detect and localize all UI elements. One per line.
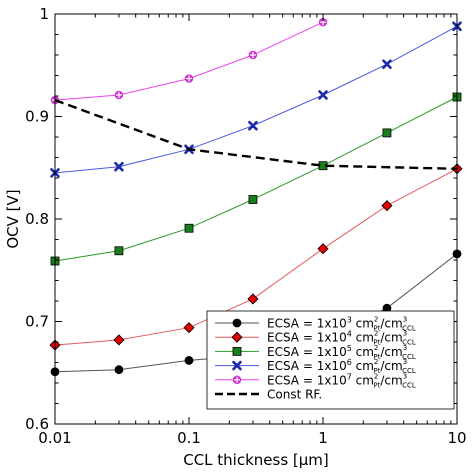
data-point: [381, 200, 393, 212]
data-point: [113, 334, 125, 346]
y-tick-label: 0.9: [25, 108, 49, 126]
data-point: [247, 293, 259, 305]
data-point: [114, 365, 124, 375]
legend-entry: ECSA = 1x107 cm2 Pt/cm3 CCL: [215, 372, 416, 389]
data-point: [248, 120, 258, 131]
data-point: [382, 59, 392, 70]
legend-entry: ECSA = 1x106 cm2 Pt/cm3 CCL: [215, 358, 416, 375]
legend-marker: [232, 360, 242, 371]
legend-entry: ECSA = 1x105 cm2 Pt/cm3 CCL: [215, 344, 416, 361]
data-point: [318, 90, 328, 100]
data-point: [382, 128, 392, 138]
y-axis-label: OCV [V]: [4, 189, 22, 248]
legend-entry: ECSA = 1x104 cm2 Pt/cm3 CCL: [215, 330, 416, 347]
x-tick-label: 10: [447, 429, 466, 447]
y-tick-label: 1: [39, 5, 49, 23]
series-5: [50, 17, 328, 105]
legend-label: ECSA = 1x107 cm2 Pt/cm3 CCL: [267, 372, 416, 389]
legend-entry: Const RF.: [215, 388, 322, 402]
series-line: [54, 25, 458, 174]
data-point: [184, 356, 194, 365]
data-point: [114, 246, 124, 256]
series-3: [50, 92, 462, 266]
series-4: [50, 21, 462, 178]
y-tick-label: 0.7: [25, 313, 49, 331]
legend-label: ECSA = 1x105 cm2 Pt/cm3 CCL: [267, 344, 416, 361]
data-point: [317, 243, 329, 255]
legend-marker: [232, 375, 242, 385]
data-point: [184, 223, 194, 233]
data-point: [184, 74, 194, 83]
y-tick-label: 0.8: [25, 210, 49, 228]
data-point: [114, 90, 124, 100]
legend-marker: [231, 331, 243, 343]
data-point: [248, 50, 258, 60]
legend-label: ECSA = 1x106 cm2 Pt/cm3 CCL: [267, 358, 416, 375]
series-line: [54, 98, 458, 170]
x-tick-label: 0.1: [177, 429, 201, 447]
data-point: [183, 322, 195, 334]
x-axis-label: CCL thickness [μm]: [183, 451, 329, 469]
legend-label: Const RF.: [267, 388, 322, 402]
legend-label: ECSA = 1x104 cm2 Pt/cm3 CCL: [267, 330, 416, 347]
data-point: [248, 195, 258, 204]
x-tick-label: 0.01: [38, 429, 71, 447]
legend-label: ECSA = 1x103 cm2 Pt/cm3 CCL: [267, 316, 416, 333]
legend-marker: [232, 318, 242, 328]
data-point: [114, 161, 124, 172]
legend-box: [206, 310, 455, 410]
legend-entry: ECSA = 1x103 cm2 Pt/cm3 CCL: [215, 316, 416, 333]
y-tick-label: 0.6: [25, 415, 49, 433]
legend-marker: [232, 346, 242, 356]
x-tick-label: 1: [318, 429, 328, 447]
series-6: [54, 98, 458, 170]
series-line: [54, 21, 324, 101]
